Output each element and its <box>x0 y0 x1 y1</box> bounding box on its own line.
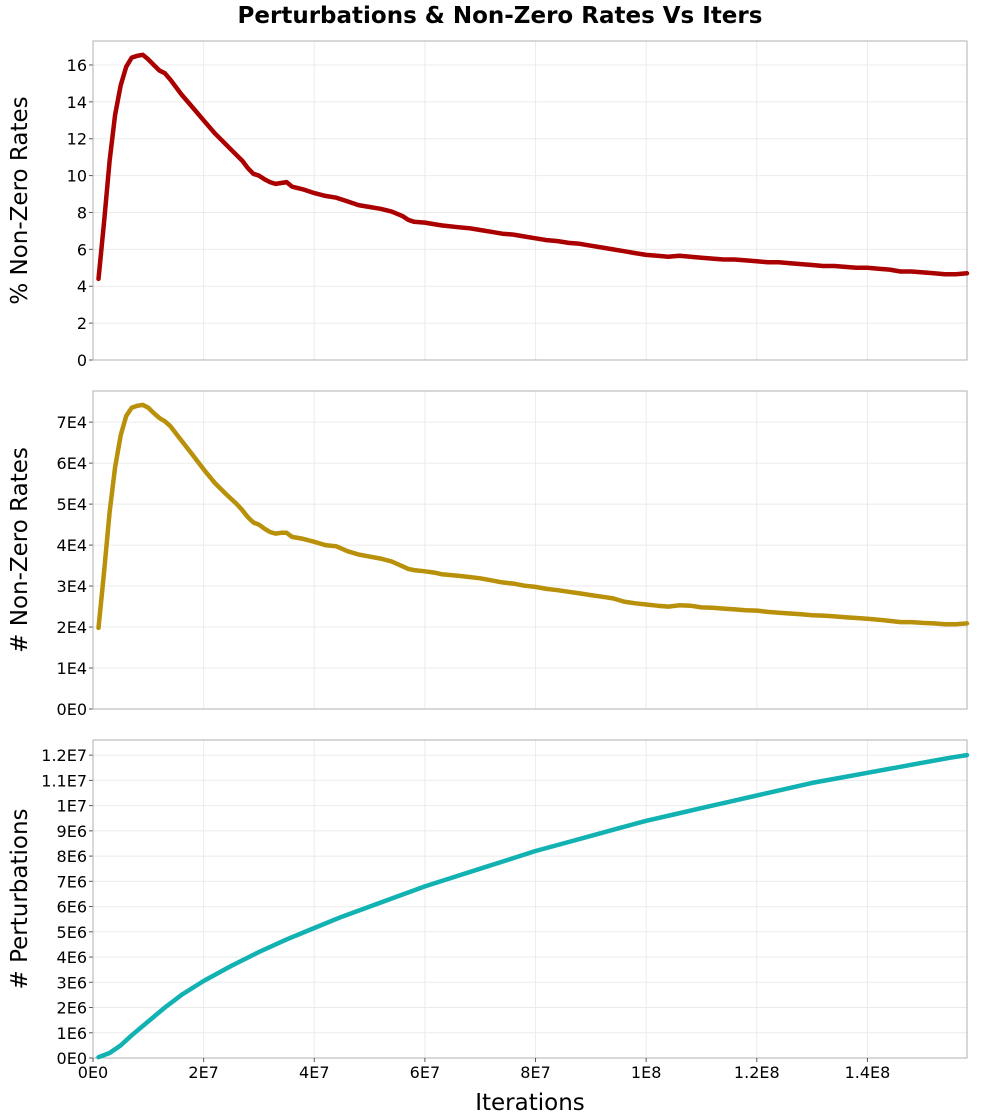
y-tick-label: 2E4 <box>57 618 87 637</box>
x-tick-label: 1.2E8 <box>734 1063 780 1082</box>
x-axis-label: Iterations <box>475 1090 585 1116</box>
x-tick-label: 1.4E8 <box>845 1063 891 1082</box>
y-tick-label: 5E6 <box>57 923 87 942</box>
y-axis-label: % Non-Zero Rates <box>7 96 33 304</box>
panel-pct-nonzero: 0 2 4 6 8 10 12 14 16 % Non-Zero Rates <box>7 40 970 370</box>
y-tick-label: 6E4 <box>57 454 87 473</box>
y-tick-label: 3E6 <box>57 973 87 992</box>
x-tick-label: 4E7 <box>299 1063 329 1082</box>
y-tick-label: 8E6 <box>57 847 87 866</box>
plot-border-perturbations <box>92 739 968 1059</box>
y-tick-label: 2E6 <box>57 999 87 1018</box>
x-tick-label: 0E0 <box>78 1063 108 1082</box>
y-tick-label: 4 <box>77 277 87 296</box>
x-tick-label: 6E7 <box>410 1063 440 1082</box>
y-tick-label: 4E4 <box>57 536 87 555</box>
y-tick-label: 0 <box>77 351 87 370</box>
y-axis-label: # Perturbations <box>7 808 33 989</box>
y-tick-label: 1E6 <box>57 1024 87 1043</box>
y-tick-label: 12 <box>67 130 87 149</box>
series-line-pct-nonzero <box>96 52 970 282</box>
y-tick-label: 5E4 <box>57 495 87 514</box>
plot-border-pct-nonzero <box>92 40 968 361</box>
y-tick-label: 2 <box>77 314 87 333</box>
y-tick-label: 16 <box>67 56 87 75</box>
series-line-count-nonzero <box>96 402 970 631</box>
panel-perturbations: 0E0 1E6 2E6 3E6 4E6 5E6 6E6 7E6 8E6 9E6 1E7 1.1E7 1.… <box>7 739 970 1082</box>
plot-area-count-nonzero <box>92 390 968 710</box>
y-tick-label: 6 <box>77 240 87 259</box>
y-axis-label: # Non-Zero Rates <box>7 447 33 653</box>
plot-border-count-nonzero <box>92 390 968 710</box>
y-tick-label: 0E0 <box>57 1049 87 1068</box>
panels: 0 2 4 6 8 10 12 14 16 % Non-Zero Rates 0E0 1E4 2E4 3E… <box>7 40 970 1082</box>
y-tick-label: 7E6 <box>57 872 87 891</box>
y-tick-label: 6E6 <box>57 898 87 917</box>
y-tick-label: 9E6 <box>57 822 87 841</box>
plot-area-perturbations <box>92 739 968 1059</box>
chart-title: Perturbations & Non-Zero Rates Vs Iters <box>238 3 763 29</box>
y-tick-label: 1E7 <box>57 797 87 816</box>
panel-count-nonzero: 0E0 1E4 2E4 3E4 4E4 5E4 6E4 7E4 # Non-Zero Rates <box>7 390 970 719</box>
y-tick-label: 1.1E7 <box>41 771 87 790</box>
y-tick-label: 8 <box>77 203 87 222</box>
plot-area-pct-nonzero <box>92 40 968 361</box>
x-tick-label: 2E7 <box>188 1063 218 1082</box>
series-line-perturbations <box>96 752 970 1060</box>
y-tick-label: 14 <box>67 93 87 112</box>
y-tick-label: 7E4 <box>57 413 87 432</box>
y-tick-label: 0E0 <box>57 700 87 719</box>
y-tick-label: 1E4 <box>57 659 87 678</box>
x-tick-label: 1E8 <box>631 1063 661 1082</box>
y-tick-label: 1.2E7 <box>41 746 87 765</box>
y-tick-label: 3E4 <box>57 577 87 596</box>
y-tick-label: 10 <box>67 167 87 186</box>
y-tick-label: 4E6 <box>57 948 87 967</box>
x-tick-label: 8E7 <box>520 1063 550 1082</box>
